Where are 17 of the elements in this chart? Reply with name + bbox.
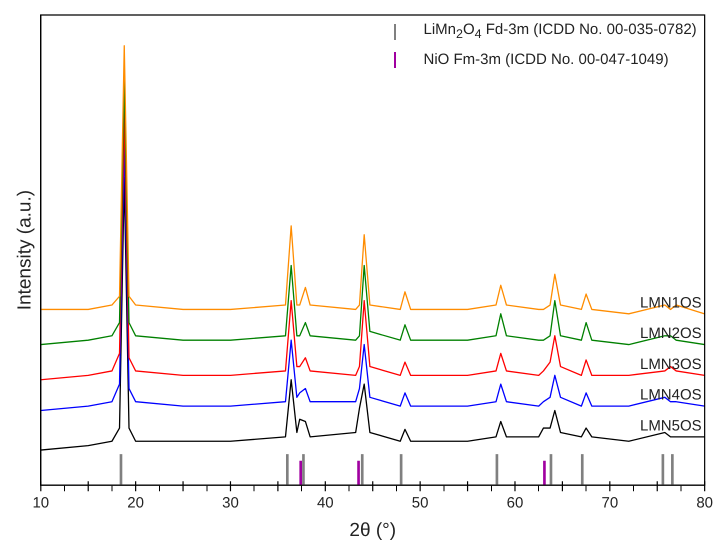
x-tick-label: 60 [506, 494, 524, 512]
x-tick-label: 30 [222, 494, 239, 512]
series-label: LMN2OS [640, 325, 702, 342]
x-tick-label: 80 [696, 494, 713, 512]
legend-label: NiO Fm-3m (ICDD No. 00-047-1049) [424, 50, 669, 70]
x-tick-label: 50 [412, 494, 428, 512]
y-axis-title: Intensity (a.u.) [14, 190, 36, 310]
series-label: LMN1OS [640, 294, 702, 312]
x-axis-title: 2θ (°) [349, 520, 396, 541]
x-tick-label: 10 [32, 494, 50, 512]
series-label: LMN3OS [640, 356, 702, 373]
series-label: LMN4OS [640, 386, 702, 404]
series-label: LMN5OS [640, 418, 702, 434]
x-tick-label: 20 [127, 494, 144, 512]
legend-label: LiMn$_{2}$O$_{4}$ Fd-3m (ICDD No. 00-035-0782) [424, 20, 697, 43]
x-tick-label: 70 [601, 494, 618, 512]
x-tick-label: 40 [316, 494, 334, 512]
